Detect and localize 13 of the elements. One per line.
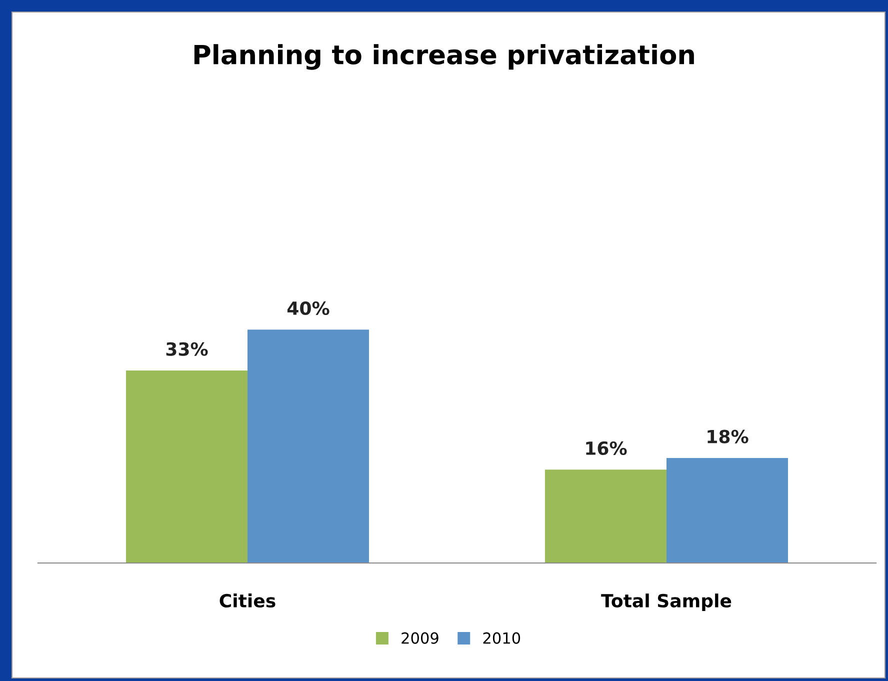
- data-label: 18%: [708, 430, 748, 444]
- bar: [126, 370, 248, 563]
- x-tick-label: Cities: [220, 594, 276, 608]
- chart-title: Planning to increase privatization: [194, 44, 694, 70]
- x-tick-label: Total Sample: [601, 594, 732, 612]
- bar: [248, 330, 370, 563]
- legend-label: 2010: [483, 632, 520, 644]
- data-label: 40%: [287, 301, 330, 316]
- data-label: 16%: [586, 441, 627, 456]
- legend-label: 2009: [402, 632, 438, 644]
- bar: [544, 470, 666, 563]
- data-label: 33%: [166, 342, 208, 356]
- bar: [666, 458, 788, 563]
